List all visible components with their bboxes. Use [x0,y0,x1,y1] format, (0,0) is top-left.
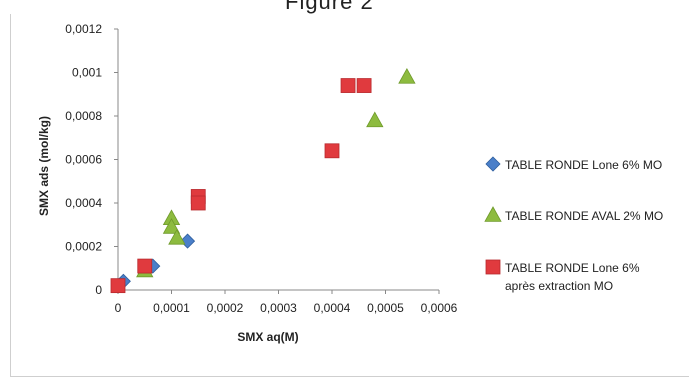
data-point-triangle [168,228,186,245]
legend-marker-triangle [484,206,502,222]
x-axis-ticks: 0 0,0001 0,0002 0,0003 0,0004 0,0005 0,0006 [115,290,458,315]
data-point-triangle [398,68,416,84]
legend-label: TABLE RONDE Lone 6% MO [505,158,662,172]
y-tick-label: 0,0004 [65,196,102,210]
y-tick-label: 0,0008 [65,109,102,123]
x-axis-label: SMX aq(M) [237,330,298,344]
data-point-square [324,143,340,159]
data-point-triangle [162,218,181,234]
x-tick-label: 0,0006 [421,301,458,315]
y-tick-label: 0 [95,283,102,297]
y-axis-label: SMX ads (mol/kg) [37,116,51,216]
chart-frame [10,14,689,377]
chart-axes [117,29,439,291]
data-point-square [137,258,153,274]
legend: TABLE RONDE Lone 6% MO TABLE RONDE AVAL 2… [484,156,663,293]
x-tick-label: 0,0005 [367,301,404,315]
legend-label: TABLE RONDE Lone 6% [505,261,640,275]
x-tick-label: 0,0004 [314,301,351,315]
data-point-square [190,195,206,211]
y-axis-ticks: 0 0,0002 0,0004 0,0006 0,0008 0,001 0,0012 [65,22,118,297]
legend-label: après extraction MO [505,279,613,293]
legend-marker-square [485,259,501,275]
legend-label: TABLE RONDE AVAL 2% MO [505,209,663,223]
data-points [110,68,416,294]
data-point-triangle [366,111,384,128]
x-tick-label: 0 [115,301,122,315]
data-point-square [340,78,356,93]
x-tick-label: 0,0001 [153,301,190,315]
y-tick-label: 0,001 [72,66,102,80]
y-tick-label: 0,0002 [65,240,102,254]
legend-marker-diamond [485,156,501,172]
figure-title: Figure 2 [285,0,374,14]
data-point-square [110,278,126,294]
y-tick-label: 0,0012 [65,22,102,36]
x-tick-label: 0,0003 [260,301,297,315]
x-tick-label: 0,0002 [207,301,244,315]
y-tick-label: 0,0006 [65,153,102,167]
data-point-square [356,78,372,93]
